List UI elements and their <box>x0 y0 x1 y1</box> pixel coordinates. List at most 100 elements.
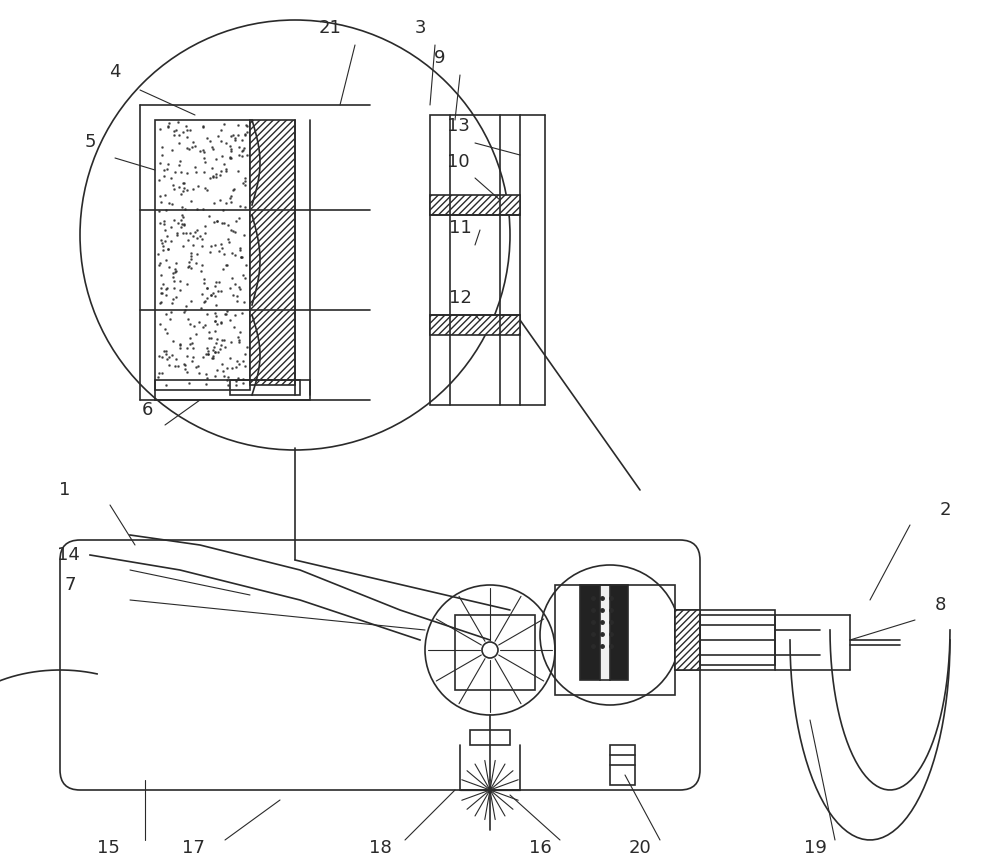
Point <box>199 281 215 295</box>
Point <box>193 264 209 278</box>
Point <box>199 131 215 145</box>
Point <box>158 288 174 302</box>
Point <box>232 325 248 339</box>
Point <box>218 307 234 321</box>
Text: 21: 21 <box>319 19 341 37</box>
Point <box>237 346 253 360</box>
Point <box>208 298 224 312</box>
Point <box>173 165 189 179</box>
Point <box>189 247 205 261</box>
Point <box>167 265 183 279</box>
Point <box>163 220 179 233</box>
Point <box>167 262 183 276</box>
Point <box>234 306 250 319</box>
Bar <box>430 115 520 405</box>
Text: 9: 9 <box>434 49 446 67</box>
Point <box>222 140 238 154</box>
Point <box>152 216 168 230</box>
Point <box>233 250 249 264</box>
Point <box>206 340 222 354</box>
Bar <box>700 615 775 665</box>
Point <box>216 216 232 230</box>
Point <box>223 223 239 237</box>
Point <box>216 247 232 260</box>
Point <box>175 211 191 225</box>
Point <box>234 149 250 163</box>
Point <box>189 231 205 245</box>
Point <box>216 157 232 171</box>
Point <box>152 189 168 203</box>
Point <box>236 141 252 155</box>
Point <box>225 182 241 196</box>
Point <box>163 234 179 248</box>
Point <box>205 170 221 184</box>
Point <box>227 225 243 239</box>
Text: 3: 3 <box>414 19 426 37</box>
Point <box>157 222 173 236</box>
Point <box>168 352 184 366</box>
Point <box>197 318 213 332</box>
Point <box>172 338 188 352</box>
Point <box>153 295 169 309</box>
Point <box>185 229 201 243</box>
Point <box>180 312 196 326</box>
Point <box>224 271 240 285</box>
Point <box>151 349 167 363</box>
Point <box>196 295 212 309</box>
Point <box>160 242 176 256</box>
Text: 20: 20 <box>629 839 651 857</box>
Point <box>177 303 193 317</box>
Point <box>199 281 215 295</box>
Point <box>156 214 172 228</box>
Point <box>213 316 229 330</box>
Bar <box>155 120 250 390</box>
Point <box>181 259 197 273</box>
Point <box>206 196 222 210</box>
Point <box>220 370 236 384</box>
Point <box>203 288 219 302</box>
Point <box>154 148 170 161</box>
Point <box>187 139 203 153</box>
Point <box>225 224 241 238</box>
Bar <box>675 610 700 670</box>
Point <box>232 241 248 255</box>
Point <box>153 195 169 209</box>
Point <box>232 199 248 213</box>
Point <box>214 216 230 230</box>
Point <box>214 148 230 162</box>
Bar <box>155 380 310 400</box>
Point <box>185 182 201 196</box>
Point <box>163 171 179 185</box>
Text: 8: 8 <box>934 596 946 614</box>
Point <box>195 119 211 133</box>
Point <box>164 197 180 211</box>
Point <box>156 162 172 176</box>
Point <box>178 226 194 240</box>
Point <box>223 142 239 156</box>
Point <box>152 296 168 310</box>
Point <box>165 179 181 193</box>
Point <box>160 242 176 256</box>
Point <box>159 162 175 176</box>
Point <box>227 248 243 262</box>
Point <box>167 166 183 180</box>
Text: 12: 12 <box>449 289 471 307</box>
Point <box>207 369 223 383</box>
Point <box>213 339 229 352</box>
Point <box>210 284 226 298</box>
Point <box>237 171 253 185</box>
Point <box>161 358 177 372</box>
Point <box>239 148 255 161</box>
Text: 7: 7 <box>64 576 76 594</box>
Point <box>166 280 182 294</box>
Point <box>215 262 231 276</box>
Point <box>219 258 235 272</box>
Point <box>180 260 196 274</box>
Point <box>182 123 198 137</box>
Point <box>215 203 231 217</box>
Point <box>196 145 212 159</box>
Point <box>230 128 246 142</box>
Point <box>153 286 169 299</box>
Point <box>204 352 220 365</box>
Point <box>223 151 239 165</box>
